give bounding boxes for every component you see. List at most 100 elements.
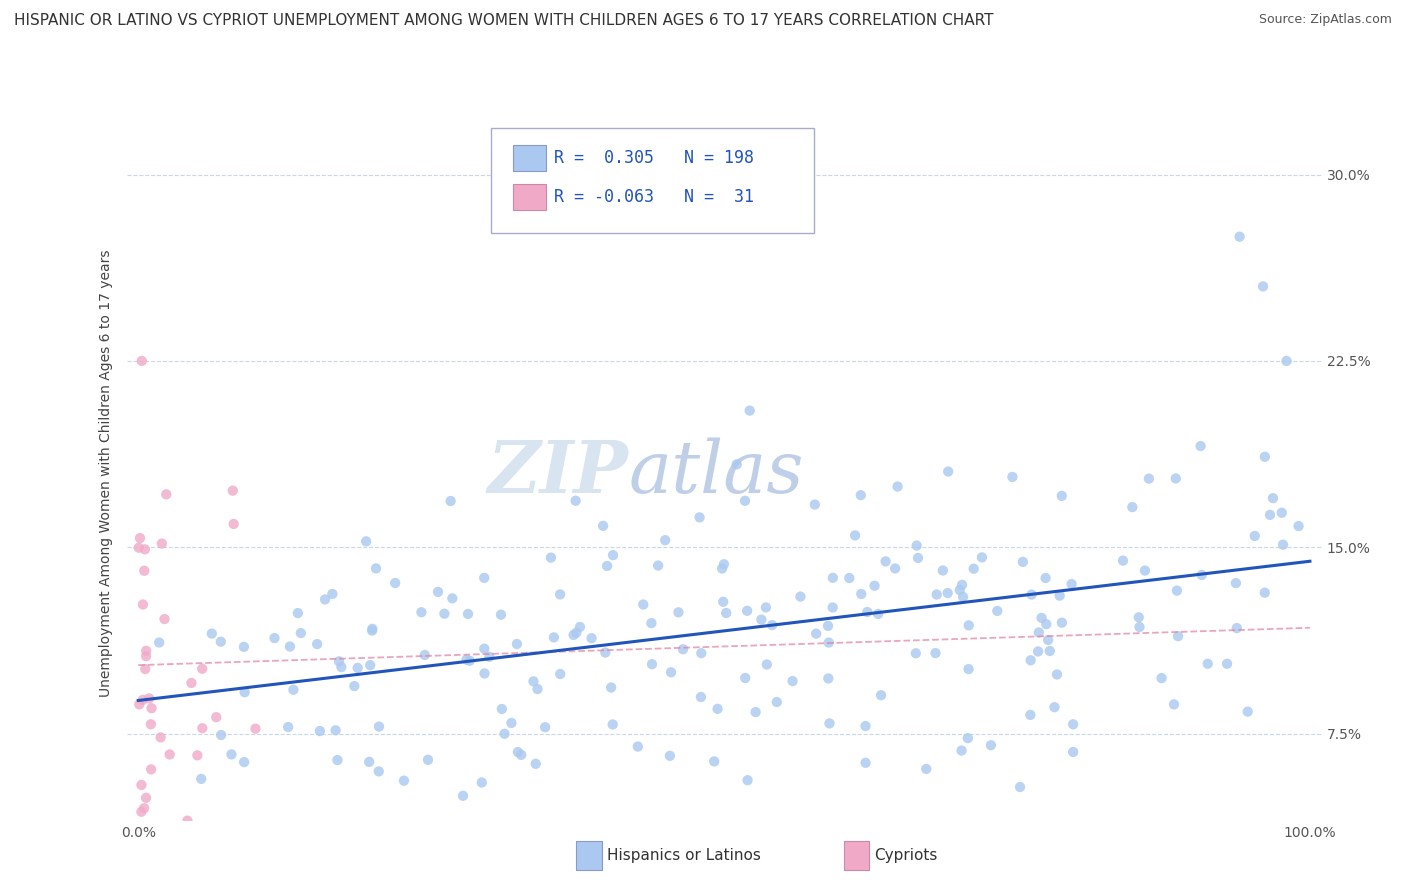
Point — [1226, 621, 1249, 635]
Point — [957, 662, 980, 676]
Point — [884, 561, 907, 575]
Point — [205, 710, 228, 724]
Point — [149, 731, 172, 745]
Point — [804, 498, 827, 512]
Point — [737, 773, 759, 788]
Point — [640, 616, 662, 631]
Point — [844, 528, 866, 542]
Point — [361, 622, 384, 636]
Point — [451, 789, 474, 803]
Point — [534, 720, 557, 734]
Point — [474, 666, 496, 681]
Point — [427, 585, 450, 599]
Point — [489, 607, 512, 622]
Point — [290, 626, 312, 640]
Point — [433, 607, 456, 621]
Point — [1189, 439, 1212, 453]
Point — [131, 354, 153, 368]
FancyBboxPatch shape — [491, 128, 814, 233]
Point — [734, 671, 756, 685]
Point — [191, 721, 214, 735]
Point — [522, 674, 544, 689]
Point — [907, 550, 929, 565]
Point — [263, 631, 285, 645]
Point — [714, 606, 737, 620]
Point — [1272, 538, 1295, 552]
Point — [562, 628, 585, 642]
Point — [150, 536, 173, 550]
Point — [176, 814, 198, 828]
Point — [233, 755, 256, 769]
Point — [1164, 471, 1187, 485]
Point — [849, 488, 872, 502]
Point — [131, 805, 153, 819]
Point — [1019, 707, 1042, 722]
Point — [1062, 717, 1084, 731]
Point — [287, 606, 309, 620]
Point — [1275, 354, 1298, 368]
Point — [751, 613, 773, 627]
Point — [821, 571, 844, 585]
Point — [1049, 589, 1071, 603]
Point — [328, 654, 350, 668]
Point — [1128, 620, 1150, 634]
Bar — [513, 184, 546, 211]
Point — [713, 558, 735, 572]
Point — [596, 559, 619, 574]
Point — [368, 720, 391, 734]
Point — [1062, 745, 1084, 759]
Point — [602, 548, 624, 562]
Point — [627, 739, 650, 754]
Point — [364, 561, 387, 575]
Point — [821, 600, 844, 615]
Point — [905, 539, 928, 553]
Point — [1197, 657, 1219, 671]
Point — [1133, 564, 1156, 578]
Point — [540, 550, 562, 565]
Point — [129, 531, 152, 545]
Point — [755, 600, 778, 615]
Point — [950, 578, 973, 592]
Point — [132, 598, 155, 612]
Point — [1243, 529, 1265, 543]
Point — [384, 576, 406, 591]
Point — [209, 634, 232, 648]
Point — [134, 542, 156, 557]
Point — [592, 519, 614, 533]
Point — [321, 587, 343, 601]
Point — [222, 483, 245, 498]
Point — [1001, 470, 1024, 484]
Point — [734, 493, 756, 508]
Point — [506, 745, 529, 759]
Text: ZIP: ZIP — [488, 437, 628, 508]
Point — [782, 674, 804, 689]
Point — [838, 571, 860, 585]
Point — [186, 748, 208, 763]
Point — [359, 755, 381, 769]
Point — [413, 648, 436, 662]
Point — [1271, 506, 1294, 520]
Point — [392, 773, 415, 788]
Point — [668, 605, 690, 619]
Point — [277, 720, 299, 734]
Point — [1026, 644, 1049, 658]
Point — [180, 676, 202, 690]
Point — [904, 646, 927, 660]
Point — [1112, 553, 1135, 567]
Text: R = -0.063   N =  31: R = -0.063 N = 31 — [554, 188, 755, 206]
Point — [1191, 568, 1213, 582]
Point — [870, 688, 893, 702]
Point — [1050, 489, 1073, 503]
Point — [980, 738, 1002, 752]
Point — [153, 612, 176, 626]
Point — [1225, 576, 1247, 591]
Point — [868, 607, 890, 621]
Point — [1031, 611, 1053, 625]
Point — [472, 641, 495, 656]
Point — [1163, 698, 1185, 712]
Point — [970, 550, 993, 565]
Point — [526, 681, 548, 696]
Point — [725, 458, 748, 472]
Point — [135, 644, 157, 658]
Point — [307, 637, 329, 651]
